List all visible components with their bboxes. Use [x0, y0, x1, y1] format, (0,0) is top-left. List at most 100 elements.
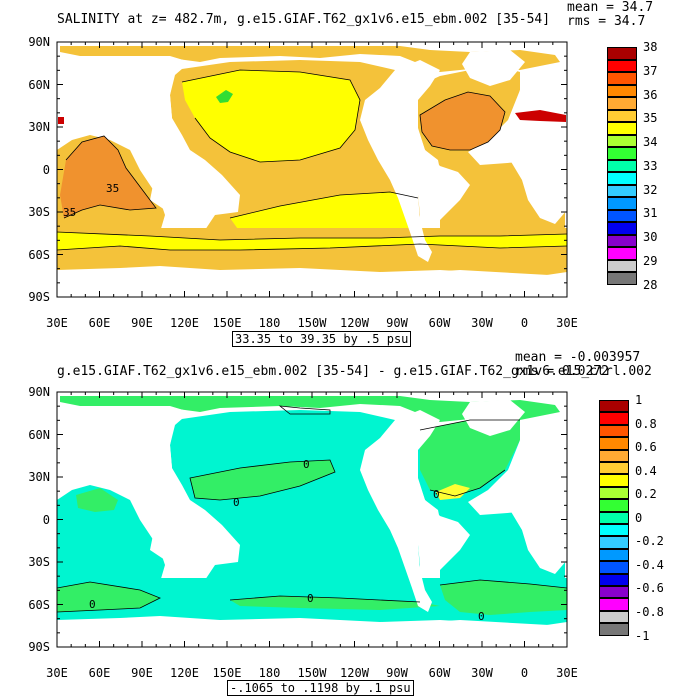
- p2-acc-green-b: [440, 580, 567, 615]
- lon-label: 30E: [46, 316, 68, 330]
- lon-label: 30W: [471, 666, 493, 680]
- lon-label: 90W: [386, 666, 408, 680]
- colorbar-swatch: [599, 610, 629, 624]
- panel2-contour-label-5: 0: [478, 610, 485, 623]
- colorbar-swatch: [607, 259, 637, 272]
- colorbar-swatch: [607, 209, 637, 222]
- colorbar-label: -0.4: [635, 557, 664, 572]
- lat-label: 60S: [28, 597, 50, 612]
- lat-label: 30N: [28, 470, 50, 484]
- panel2-contour-label-2: 0: [233, 496, 240, 509]
- lon-label: 0: [520, 316, 529, 330]
- lon-label: 30E: [556, 666, 578, 680]
- colorbar-label: -1: [635, 628, 650, 643]
- colorbar-swatch: [599, 412, 629, 425]
- colorbar-swatch: [607, 47, 637, 60]
- colorbar-swatch: [607, 59, 637, 72]
- colorbar-swatch: [607, 247, 637, 260]
- colorbar-swatch: [607, 122, 637, 135]
- colorbar-swatch: [599, 598, 629, 611]
- p2-pacific: [170, 410, 420, 618]
- lon-label: 180: [258, 316, 281, 330]
- colorbar-label: 30: [643, 230, 658, 244]
- colorbar-swatch: [607, 184, 637, 197]
- lon-label: 180: [258, 666, 281, 680]
- lon-label: 150E: [212, 316, 242, 330]
- colorbar-swatch: [599, 511, 629, 524]
- lat-label: 60S: [28, 247, 50, 262]
- colorbar-label: 31: [643, 206, 658, 221]
- lon-label: 150W: [297, 316, 327, 330]
- lon-label: 120W: [340, 316, 369, 330]
- lon-label: 150W: [297, 666, 327, 680]
- lon-label: 0: [520, 666, 529, 680]
- panel2-mean: mean = -0.003957: [515, 350, 641, 365]
- colorbar-swatch: [607, 147, 637, 160]
- p1-land-asia: [57, 56, 190, 145]
- p1-med-high: [420, 92, 505, 150]
- panel2-contour-label-3: 0: [89, 598, 96, 611]
- colorbar-swatch: [607, 234, 637, 247]
- colorbar-label: -0.2: [635, 534, 664, 549]
- lon-label: 120E: [170, 666, 199, 680]
- lon-label: 60W: [428, 666, 451, 680]
- p1-southern-fresh: [230, 192, 420, 236]
- p2-indian-green: [76, 488, 118, 512]
- colorbar-label: 0.8: [635, 416, 657, 431]
- lat-label: 90S: [28, 290, 50, 304]
- panel1-contour-info: 33.35 to 39.35 by .5 psu: [232, 331, 412, 347]
- lon-label: 30W: [471, 316, 493, 330]
- lon-label: 120E: [170, 316, 199, 330]
- p2-land-australia: [150, 515, 218, 568]
- colorbar-label: -0.6: [635, 581, 664, 596]
- p2-arctic: [60, 396, 560, 422]
- colorbar-swatch: [599, 400, 629, 413]
- colorbar-swatch: [607, 272, 637, 285]
- colorbar-label: -0.8: [635, 605, 664, 620]
- p1-green-patch: [216, 90, 233, 103]
- panel1-rms: rms = 34.7: [567, 14, 646, 29]
- colorbar-swatch: [599, 573, 629, 586]
- colorbar-label: 33: [643, 158, 658, 173]
- lat-label: 90N: [28, 35, 50, 49]
- colorbar-swatch: [607, 172, 637, 185]
- colorbar-swatch: [599, 474, 629, 487]
- panel1-contour-label-35a: 35: [106, 182, 120, 195]
- panel2-contour-label-4: 0: [307, 592, 314, 605]
- lon-label: 30E: [556, 316, 578, 330]
- colorbar-swatch: [599, 499, 629, 512]
- colorbar-label: 32: [643, 182, 658, 197]
- colorbar-swatch: [607, 72, 637, 85]
- panel1-title: SALINITY at z= 482.7m, g.e15.GIAF.T62_gx…: [57, 12, 551, 27]
- p2-acc-green-c: [230, 596, 440, 610]
- p2-pacific-green: [190, 460, 335, 500]
- p1-arctic: [60, 46, 560, 72]
- lat-label: 60N: [28, 77, 50, 92]
- colorbar-swatch: [599, 623, 629, 636]
- colorbar-label: 34: [643, 135, 658, 149]
- lat-label: 30S: [28, 555, 50, 569]
- lon-label: 60W: [428, 316, 451, 330]
- p1-land-australia: [150, 165, 218, 218]
- p1-red-left: [58, 117, 64, 124]
- colorbar-swatch: [599, 437, 629, 450]
- colorbar-swatch: [607, 84, 637, 97]
- colorbar-swatch: [607, 159, 637, 172]
- colorbar-swatch: [607, 222, 637, 235]
- panel2-contour-label-1: 0: [303, 458, 310, 471]
- colorbar-swatch: [599, 586, 629, 599]
- panel2-contour-info: -.1065 to .1198 by .1 psu: [227, 680, 414, 696]
- lon-label: 30E: [46, 666, 68, 680]
- colorbar-label: 28: [643, 277, 658, 292]
- lat-label: 30N: [28, 120, 50, 134]
- colorbar-swatch: [607, 97, 637, 110]
- lat-label: 60N: [28, 427, 50, 442]
- lat-label: 90N: [28, 385, 50, 399]
- colorbar-swatch: [607, 197, 637, 210]
- p1-land-antarctica: [57, 270, 567, 297]
- p2-land-asia: [57, 406, 190, 495]
- colorbar-swatch: [607, 134, 637, 147]
- lon-label: 90W: [386, 316, 408, 330]
- colorbar-label: 36: [643, 87, 658, 102]
